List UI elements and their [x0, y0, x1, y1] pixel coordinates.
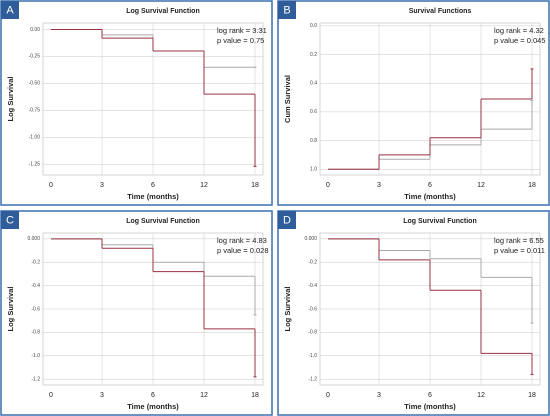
y-tick-label: -0.2 [308, 260, 317, 266]
y-tick-label: 0.8 [310, 138, 317, 144]
x-tick-label: 18 [528, 182, 536, 189]
x-tick-label: 3 [100, 182, 104, 189]
annotation: p value = 0.75 [217, 36, 264, 45]
y-tick-label: -0.75 [29, 108, 41, 114]
panel-letter-box [278, 1, 296, 19]
x-tick-label: 0 [49, 182, 53, 189]
y-tick-label: -1.25 [29, 162, 41, 168]
y-tick-label: -1.0 [31, 353, 40, 359]
y-tick-label: -0.6 [31, 306, 40, 312]
y-tick-label: 0.0 [310, 23, 317, 29]
x-tick-label: 18 [251, 182, 259, 189]
panel: D Log Survival Function 0.000 -0.2 -0.4 -0.6 -… [277, 210, 550, 416]
annotation: p value = 0.011 [494, 246, 545, 255]
y-axis-label: Cum Survival [283, 75, 292, 123]
x-axis-label: Time (months) [127, 402, 179, 411]
annotation: log rank = 6.55 [494, 236, 544, 245]
x-tick-label: 0 [326, 392, 330, 399]
x-tick-label: 12 [477, 392, 485, 399]
x-tick-label: 0 [326, 182, 330, 189]
annotation: log rank = 4.83 [217, 236, 267, 245]
panel-letter-box [278, 211, 296, 229]
x-tick-label: 12 [200, 182, 208, 189]
y-tick-label: -1.00 [29, 135, 41, 141]
y-tick-label: -1.2 [31, 376, 40, 382]
y-tick-label: 1.0 [310, 167, 317, 173]
x-axis-label: Time (months) [127, 192, 179, 201]
y-tick-label: -0.2 [31, 260, 40, 266]
x-tick-label: 18 [528, 392, 536, 399]
x-tick-label: 3 [377, 182, 381, 189]
y-tick-label: -0.6 [308, 306, 317, 312]
y-tick-label: -0.8 [31, 330, 40, 336]
y-tick-label: 0.2 [310, 52, 317, 58]
x-axis-label: Time (months) [404, 192, 456, 201]
y-tick-label: -0.25 [29, 54, 41, 60]
panel-letter: C [6, 214, 14, 226]
y-tick-label: -0.8 [308, 330, 317, 336]
y-tick-label: -0.4 [308, 283, 317, 289]
y-tick-label: -1.0 [308, 353, 317, 359]
panel-letter: A [6, 4, 14, 16]
y-tick-label: 0.4 [310, 81, 317, 87]
x-tick-label: 6 [151, 392, 155, 399]
panel-letter-box [1, 211, 19, 229]
chart-title: Log Survival Function [126, 218, 200, 225]
panel-letter: D [283, 214, 291, 226]
chart-title: Log Survival Function [126, 8, 200, 15]
y-tick-label: 0.000 [304, 236, 317, 242]
annotation: log rank = 4.32 [494, 26, 544, 35]
annotation: p value = 0.028 [217, 246, 269, 255]
x-tick-label: 3 [100, 392, 104, 399]
y-tick-label: 0.6 [310, 109, 317, 115]
chart-title: Log Survival Function [403, 218, 477, 225]
x-tick-label: 3 [377, 392, 381, 399]
x-tick-label: 12 [200, 392, 208, 399]
annotation: p value = 0.045 [494, 36, 546, 45]
panel-letter: B [283, 4, 290, 16]
panel-border [277, 0, 550, 206]
x-tick-label: 6 [428, 392, 432, 399]
y-tick-label: -0.4 [31, 283, 40, 289]
panel: B Survival Functions 0.0 0.2 0.4 0.6 0.8 1.0 0 3 6… [277, 0, 550, 206]
x-tick-label: 6 [428, 182, 432, 189]
y-axis-label: Log Survival [283, 286, 292, 331]
x-tick-label: 6 [151, 182, 155, 189]
y-tick-label: 0.00 [30, 27, 40, 33]
chart-title: Survival Functions [409, 8, 472, 15]
x-tick-label: 12 [477, 182, 485, 189]
panel-border [277, 210, 550, 416]
panel: C Log Survival Function 0.000 -0.2 -0.4 -0.6 -… [0, 210, 273, 416]
panel-letter-box [1, 1, 19, 19]
panel: A Log Survival Function 0.00 -0.25 -0.50 -0.7… [0, 0, 273, 206]
y-axis-label: Log Survival [6, 286, 15, 331]
x-axis-label: Time (months) [404, 402, 456, 411]
y-tick-label: 0.000 [27, 236, 40, 242]
annotation: log rank = 3.31 [217, 26, 267, 35]
y-axis-label: Log Survival [6, 76, 15, 121]
x-tick-label: 0 [49, 392, 53, 399]
y-tick-label: -0.50 [29, 81, 41, 87]
x-tick-label: 18 [251, 392, 259, 399]
y-tick-label: -1.2 [308, 376, 317, 382]
